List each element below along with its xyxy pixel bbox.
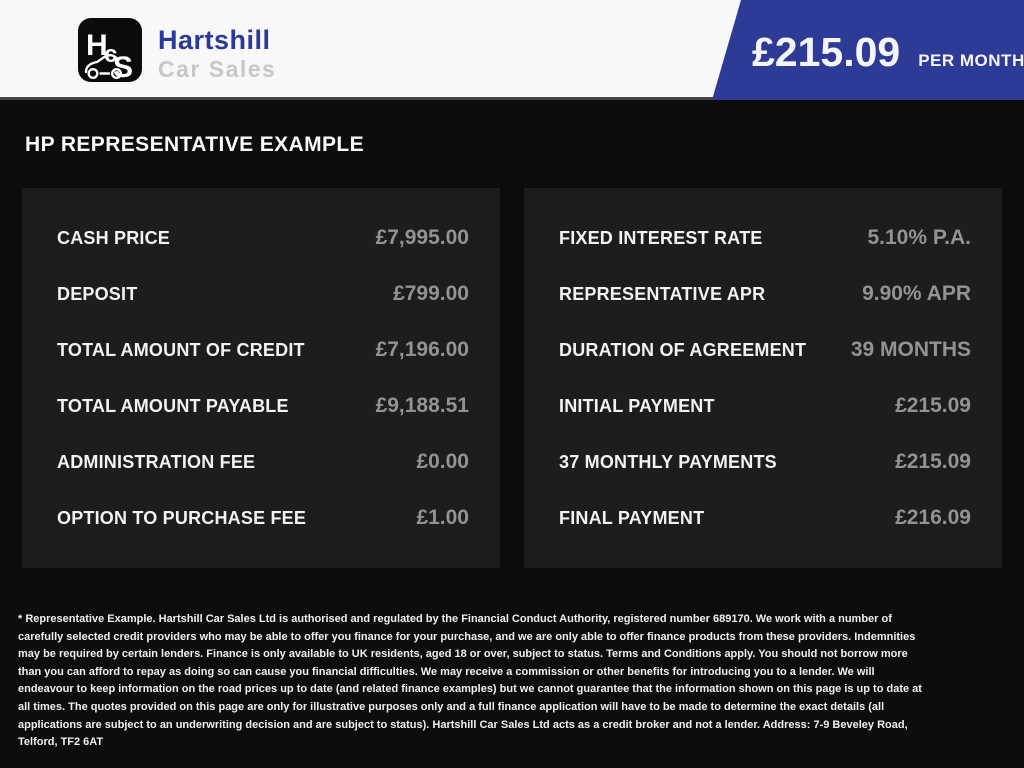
finance-row-duration: DURATION OF AGREEMENT 39 MONTHS — [559, 322, 971, 378]
row-label: 37 MONTHLY PAYMENTS — [559, 451, 777, 472]
row-label: TOTAL AMOUNT OF CREDIT — [57, 339, 305, 360]
svg-text:H: H — [86, 29, 108, 62]
finance-row-apr: REPRESENTATIVE APR 9.90% APR — [559, 266, 971, 322]
row-label: DEPOSIT — [57, 283, 138, 304]
row-value: £215.09 — [895, 450, 971, 473]
row-value: £215.09 — [895, 394, 971, 417]
hartshill-logo-icon: H c S — [78, 18, 142, 84]
finance-row-interest-rate: FIXED INTEREST RATE 5.10% P.A. — [559, 210, 971, 266]
brand-name: Hartshill — [158, 25, 271, 55]
finance-panels: CASH PRICE £7,995.00 DEPOSIT £799.00 TOT… — [22, 188, 1002, 568]
finance-row-deposit: DEPOSIT £799.00 — [57, 266, 469, 322]
row-value: 5.10% P.A. — [867, 226, 971, 249]
page-header: H c S Hartshill Car Sales £215.09 PER MON… — [0, 0, 1024, 100]
monthly-price-amount: £215.09 — [752, 29, 901, 75]
finance-row-purchase-fee: OPTION TO PURCHASE FEE £1.00 — [57, 490, 469, 546]
row-value: £216.09 — [895, 506, 971, 529]
finance-row-total-credit: TOTAL AMOUNT OF CREDIT £7,196.00 — [57, 322, 469, 378]
finance-row-admin-fee: ADMINISTRATION FEE £0.00 — [57, 434, 469, 490]
row-value: £799.00 — [393, 282, 469, 305]
finance-panel-right: FIXED INTEREST RATE 5.10% P.A. REPRESENT… — [524, 188, 1002, 568]
row-label: INITIAL PAYMENT — [559, 395, 715, 416]
finance-panel-left: CASH PRICE £7,995.00 DEPOSIT £799.00 TOT… — [22, 188, 500, 568]
row-value: 39 MONTHS — [850, 338, 971, 361]
row-label: ADMINISTRATION FEE — [57, 451, 256, 472]
finance-example-section: HP REPRESENTATIVE EXAMPLE CASH PRICE £7,… — [0, 133, 1024, 568]
finance-row-initial-payment: INITIAL PAYMENT £215.09 — [559, 378, 971, 434]
row-label: DURATION OF AGREEMENT — [559, 339, 807, 360]
monthly-price-banner: £215.09 PER MONTH* — [712, 0, 1024, 100]
representative-example-disclaimer: * Representative Example. Hartshill Car … — [18, 613, 922, 749]
row-label: TOTAL AMOUNT PAYABLE — [57, 395, 289, 416]
brand-subtitle: Car Sales — [158, 56, 277, 82]
row-value: £9,188.51 — [375, 394, 469, 417]
finance-row-cash-price: CASH PRICE £7,995.00 — [57, 210, 469, 266]
finance-row-total-payable: TOTAL AMOUNT PAYABLE £9,188.51 — [57, 378, 469, 434]
row-value: 9.90% APR — [862, 282, 971, 305]
row-label: CASH PRICE — [57, 227, 171, 248]
finance-row-monthly-payments: 37 MONTHLY PAYMENTS £215.09 — [559, 434, 971, 490]
monthly-price-suffix: PER MONTH* — [918, 51, 1024, 70]
row-value: £7,995.00 — [375, 226, 469, 249]
svg-text:S: S — [113, 51, 133, 82]
brand-wordmark: Hartshill Car Sales — [158, 27, 276, 81]
row-label: FINAL PAYMENT — [559, 507, 705, 528]
legal-footer: * Representative Example. Hartshill Car … — [18, 611, 924, 752]
page-title: HP REPRESENTATIVE EXAMPLE — [25, 133, 365, 156]
row-value: £7,196.00 — [375, 338, 469, 361]
finance-row-final-payment: FINAL PAYMENT £216.09 — [559, 490, 971, 546]
row-value: £0.00 — [416, 450, 469, 473]
row-label: FIXED INTEREST RATE — [559, 227, 763, 248]
row-value: £1.00 — [416, 506, 469, 529]
row-label: OPTION TO PURCHASE FEE — [57, 507, 307, 528]
row-label: REPRESENTATIVE APR — [559, 283, 766, 304]
